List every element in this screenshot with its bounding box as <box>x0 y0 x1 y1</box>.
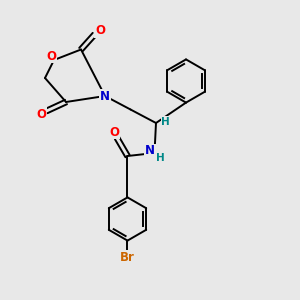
Text: H: H <box>161 116 170 127</box>
Text: H: H <box>156 153 165 164</box>
Text: N: N <box>145 144 155 157</box>
Text: O: O <box>95 24 105 38</box>
Text: Br: Br <box>120 250 135 264</box>
Text: N: N <box>100 89 110 103</box>
Text: O: O <box>109 125 119 139</box>
Text: O: O <box>36 107 46 121</box>
Text: O: O <box>46 50 56 63</box>
